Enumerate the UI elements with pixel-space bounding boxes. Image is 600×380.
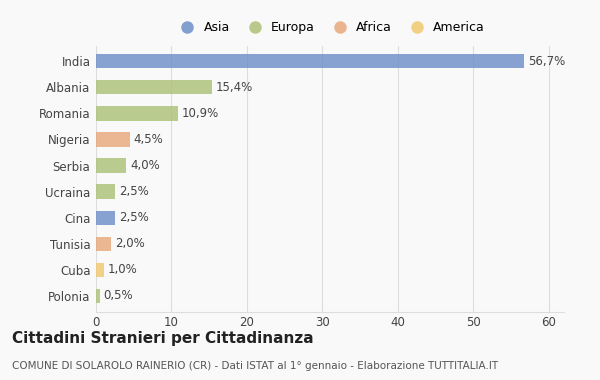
Text: 15,4%: 15,4%	[216, 81, 253, 94]
Bar	[96, 211, 115, 225]
Bar	[96, 132, 130, 147]
Bar	[96, 54, 524, 68]
Text: 0,5%: 0,5%	[104, 290, 133, 302]
Legend: Asia, Europa, Africa, America: Asia, Europa, Africa, America	[175, 21, 485, 34]
Bar	[96, 263, 104, 277]
Bar	[96, 289, 100, 303]
Text: 4,0%: 4,0%	[130, 159, 160, 172]
Text: 1,0%: 1,0%	[107, 263, 137, 276]
Text: 10,9%: 10,9%	[182, 107, 220, 120]
Bar	[96, 80, 212, 95]
Text: 56,7%: 56,7%	[528, 55, 565, 68]
Text: COMUNE DI SOLAROLO RAINERIO (CR) - Dati ISTAT al 1° gennaio - Elaborazione TUTTI: COMUNE DI SOLAROLO RAINERIO (CR) - Dati …	[12, 361, 498, 371]
Bar	[96, 158, 126, 173]
Text: Cittadini Stranieri per Cittadinanza: Cittadini Stranieri per Cittadinanza	[12, 331, 314, 345]
Text: 2,0%: 2,0%	[115, 237, 145, 250]
Text: 2,5%: 2,5%	[119, 211, 148, 224]
Bar	[96, 106, 178, 120]
Text: 4,5%: 4,5%	[134, 133, 163, 146]
Text: 2,5%: 2,5%	[119, 185, 148, 198]
Bar	[96, 237, 111, 251]
Bar	[96, 184, 115, 199]
